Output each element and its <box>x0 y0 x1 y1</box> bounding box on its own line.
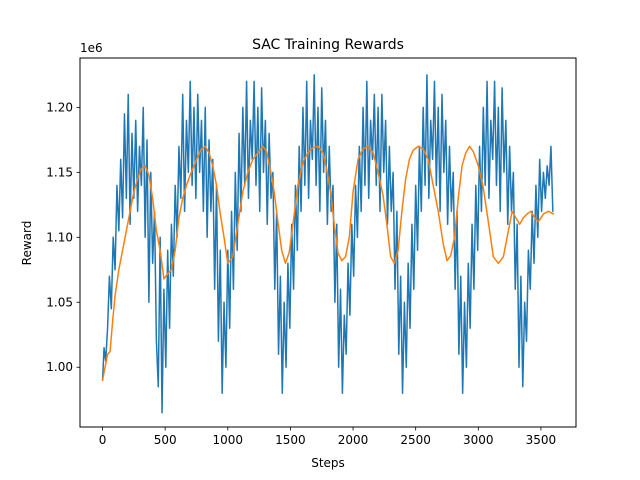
y-tick-label: 1.00 <box>46 360 73 374</box>
x-tick-label: 3500 <box>526 433 557 447</box>
y-tick-label: 1.05 <box>46 295 73 309</box>
x-tick-label: 0 <box>99 433 107 447</box>
series-layer <box>101 74 555 414</box>
plot-frame <box>79 57 577 428</box>
x-axis-ticks: 0 500 1000 1500 2000 2500 3000 3500 <box>99 427 556 447</box>
y-axis-label: Reward <box>20 221 34 266</box>
y-tick-label: 1.20 <box>46 100 73 114</box>
x-tick-label: 500 <box>154 433 177 447</box>
x-tick-label: 1000 <box>213 433 244 447</box>
x-axis-label: Steps <box>311 456 345 470</box>
y-axis-ticks: 1.00 1.05 1.10 1.15 1.20 <box>46 100 80 374</box>
x-tick-label: 1500 <box>275 433 306 447</box>
y-tick-label: 1.10 <box>46 230 73 244</box>
y-axis-offset-label: 1e6 <box>80 41 103 55</box>
y-tick-label: 1.15 <box>46 165 73 179</box>
series-line-moving-average <box>101 145 555 381</box>
x-tick-label: 3000 <box>463 433 494 447</box>
x-tick-label: 2000 <box>338 433 369 447</box>
chart-title: SAC Training Rewards <box>252 37 404 53</box>
x-tick-label: 2500 <box>400 433 431 447</box>
